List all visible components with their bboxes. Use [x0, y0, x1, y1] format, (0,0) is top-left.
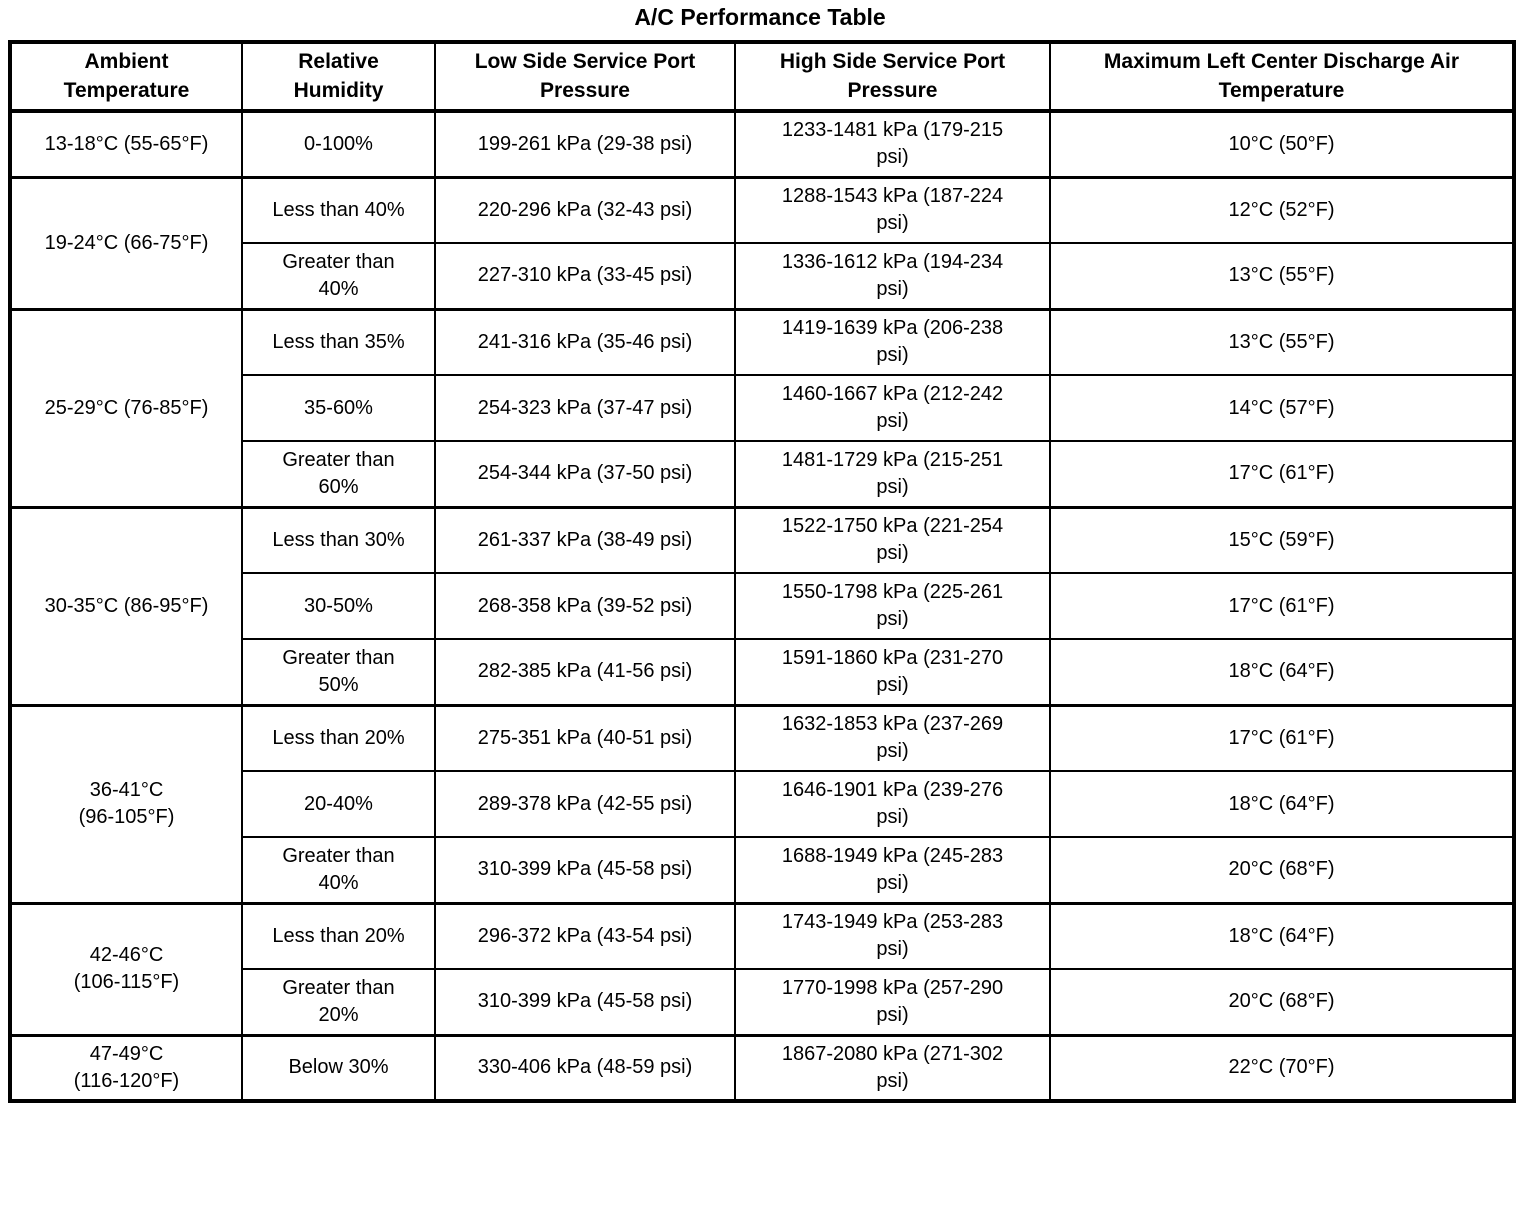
- relative-humidity-cell: 0-100%: [241, 109, 436, 178]
- ambient-temperature-cell: 42-46°C (106-115°F): [9, 901, 243, 1036]
- low-side-pressure-cell: 220-296 kPa (32-43 psi): [434, 175, 736, 244]
- relative-humidity-cell: Greater than 20%: [241, 968, 436, 1036]
- ambient-temperature-cell: 25-29°C (76-85°F): [9, 307, 243, 508]
- low-side-pressure-cell: 268-358 kPa (39-52 psi): [434, 572, 736, 640]
- table-header: Ambient Temperature Relative Humidity Lo…: [9, 41, 1515, 113]
- discharge-air-temperature-cell: 12°C (52°F): [1049, 175, 1515, 244]
- discharge-air-temperature-cell: 18°C (64°F): [1049, 770, 1515, 838]
- table-row: Greater than 20% 310-399 kPa (45-58 psi) 1…: [10, 968, 1515, 1036]
- low-side-pressure-cell: 254-344 kPa (37-50 psi): [434, 440, 736, 508]
- page-title: A/C Performance Table: [634, 4, 886, 30]
- high-side-pressure-cell: 1632-1853 kPa (237-269 psi): [734, 703, 1051, 772]
- column-header-low-side-pressure: Low Side Service Port Pressure: [434, 41, 736, 113]
- relative-humidity-cell: Less than 40%: [241, 175, 436, 244]
- relative-humidity-cell: Greater than 40%: [241, 242, 436, 310]
- low-side-pressure-cell: 241-316 kPa (35-46 psi): [434, 307, 736, 376]
- discharge-air-temperature-cell: 17°C (61°F): [1049, 703, 1515, 772]
- column-header-discharge-air-temperature: Maximum Left Center Discharge Air Temper…: [1049, 41, 1515, 113]
- header-row: Ambient Temperature Relative Humidity Lo…: [9, 41, 1515, 113]
- discharge-air-temperature-cell: 17°C (61°F): [1049, 440, 1515, 508]
- table-body: 13-18°C (55-65°F) 0-100% 199-261 kPa (29-3…: [9, 109, 1515, 1102]
- relative-humidity-cell: Less than 35%: [241, 307, 436, 376]
- relative-humidity-cell: Greater than 60%: [241, 440, 436, 508]
- table-row: 36-41°C (96-105°F) Less than 20% 275-351 k…: [9, 703, 1515, 904]
- high-side-pressure-cell: 1522-1750 kPa (221-254 psi): [734, 505, 1051, 574]
- discharge-air-temperature-cell: 18°C (64°F): [1049, 901, 1515, 970]
- table-row: 19-24°C (66-75°F) Less than 40% 220-296 kP…: [9, 175, 1515, 310]
- low-side-pressure-cell: 227-310 kPa (33-45 psi): [434, 242, 736, 310]
- discharge-air-temperature-cell: 18°C (64°F): [1049, 638, 1515, 706]
- discharge-air-temperature-cell: 13°C (55°F): [1049, 307, 1515, 376]
- low-side-pressure-cell: 254-323 kPa (37-47 psi): [434, 374, 736, 442]
- high-side-pressure-cell: 1646-1901 kPa (239-276 psi): [734, 770, 1051, 838]
- high-side-pressure-cell: 1460-1667 kPa (212-242 psi): [734, 374, 1051, 442]
- relative-humidity-cell: 20-40%: [241, 770, 436, 838]
- high-side-pressure-cell: 1770-1998 kPa (257-290 psi): [734, 968, 1051, 1036]
- relative-humidity-cell: 35-60%: [241, 374, 436, 442]
- ambient-temperature-cell: 19-24°C (66-75°F): [9, 175, 243, 310]
- discharge-air-temperature-cell: 20°C (68°F): [1049, 968, 1515, 1036]
- discharge-air-temperature-cell: 14°C (57°F): [1049, 374, 1515, 442]
- high-side-pressure-cell: 1288-1543 kPa (187-224 psi): [734, 175, 1051, 244]
- table-row: Greater than 50% 282-385 kPa (41-56 psi) 1…: [10, 638, 1515, 706]
- low-side-pressure-cell: 275-351 kPa (40-51 psi): [434, 703, 736, 772]
- low-side-pressure-cell: 261-337 kPa (38-49 psi): [434, 505, 736, 574]
- ac-performance-table: Ambient Temperature Relative Humidity Lo…: [8, 40, 1516, 1103]
- table-row: 20-40% 289-378 kPa (42-55 psi) 1646-1901 k…: [10, 770, 1515, 838]
- low-side-pressure-cell: 282-385 kPa (41-56 psi): [434, 638, 736, 706]
- low-side-pressure-cell: 199-261 kPa (29-38 psi): [434, 109, 736, 178]
- low-side-pressure-cell: 296-372 kPa (43-54 psi): [434, 901, 736, 970]
- column-header-high-side-pressure: High Side Service Port Pressure: [734, 41, 1051, 113]
- discharge-air-temperature-cell: 22°C (70°F): [1049, 1033, 1515, 1102]
- ambient-temperature-cell: 13-18°C (55-65°F): [9, 109, 243, 178]
- table-row: 47-49°C (116-120°F) Below 30% 330-406 kPa …: [9, 1033, 1515, 1102]
- table-row: 25-29°C (76-85°F) Less than 35% 241-316 kP…: [9, 307, 1515, 508]
- relative-humidity-cell: Less than 30%: [241, 505, 436, 574]
- ambient-temperature-cell: 30-35°C (86-95°F): [9, 505, 243, 706]
- table-row: Greater than 40% 310-399 kPa (45-58 psi) 1…: [10, 836, 1515, 904]
- high-side-pressure-cell: 1481-1729 kPa (215-251 psi): [734, 440, 1051, 508]
- relative-humidity-cell: Below 30%: [241, 1033, 436, 1102]
- low-side-pressure-cell: 330-406 kPa (48-59 psi): [434, 1033, 736, 1102]
- relative-humidity-cell: 30-50%: [241, 572, 436, 640]
- ambient-temperature-cell: 36-41°C (96-105°F): [9, 703, 243, 904]
- column-header-relative-humidity: Relative Humidity: [241, 41, 436, 113]
- low-side-pressure-cell: 310-399 kPa (45-58 psi): [434, 968, 736, 1036]
- high-side-pressure-cell: 1336-1612 kPa (194-234 psi): [734, 242, 1051, 310]
- high-side-pressure-cell: 1419-1639 kPa (206-238 psi): [734, 307, 1051, 376]
- discharge-air-temperature-cell: 20°C (68°F): [1049, 836, 1515, 904]
- discharge-air-temperature-cell: 10°C (50°F): [1049, 109, 1515, 178]
- discharge-air-temperature-cell: 17°C (61°F): [1049, 572, 1515, 640]
- table-row: 35-60% 254-323 kPa (37-47 psi) 1460-1667 k…: [10, 374, 1515, 442]
- discharge-air-temperature-cell: 15°C (59°F): [1049, 505, 1515, 574]
- ambient-temperature-cell: 47-49°C (116-120°F): [9, 1033, 243, 1102]
- high-side-pressure-cell: 1550-1798 kPa (225-261 psi): [734, 572, 1051, 640]
- relative-humidity-cell: Less than 20%: [241, 703, 436, 772]
- discharge-air-temperature-cell: 13°C (55°F): [1049, 242, 1515, 310]
- high-side-pressure-cell: 1233-1481 kPa (179-215 psi): [734, 109, 1051, 178]
- high-side-pressure-cell: 1867-2080 kPa (271-302 psi): [734, 1033, 1051, 1102]
- relative-humidity-cell: Greater than 40%: [241, 836, 436, 904]
- relative-humidity-cell: Greater than 50%: [241, 638, 436, 706]
- low-side-pressure-cell: 310-399 kPa (45-58 psi): [434, 836, 736, 904]
- high-side-pressure-cell: 1743-1949 kPa (253-283 psi): [734, 901, 1051, 970]
- low-side-pressure-cell: 289-378 kPa (42-55 psi): [434, 770, 736, 838]
- table-row: Greater than 40% 227-310 kPa (33-45 psi) 1…: [10, 242, 1515, 310]
- high-side-pressure-cell: 1591-1860 kPa (231-270 psi): [734, 638, 1051, 706]
- table-row: 13-18°C (55-65°F) 0-100% 199-261 kPa (29-3…: [9, 109, 1515, 178]
- table-row: 30-50% 268-358 kPa (39-52 psi) 1550-1798 k…: [10, 572, 1515, 640]
- high-side-pressure-cell: 1688-1949 kPa (245-283 psi): [734, 836, 1051, 904]
- table-row: 42-46°C (106-115°F) Less than 20% 296-372 …: [9, 901, 1515, 1036]
- column-header-ambient-temperature: Ambient Temperature: [9, 41, 243, 113]
- relative-humidity-cell: Less than 20%: [241, 901, 436, 970]
- table-row: 30-35°C (86-95°F) Less than 30% 261-337 kP…: [9, 505, 1515, 706]
- table-row: Greater than 60% 254-344 kPa (37-50 psi) 1…: [10, 440, 1515, 508]
